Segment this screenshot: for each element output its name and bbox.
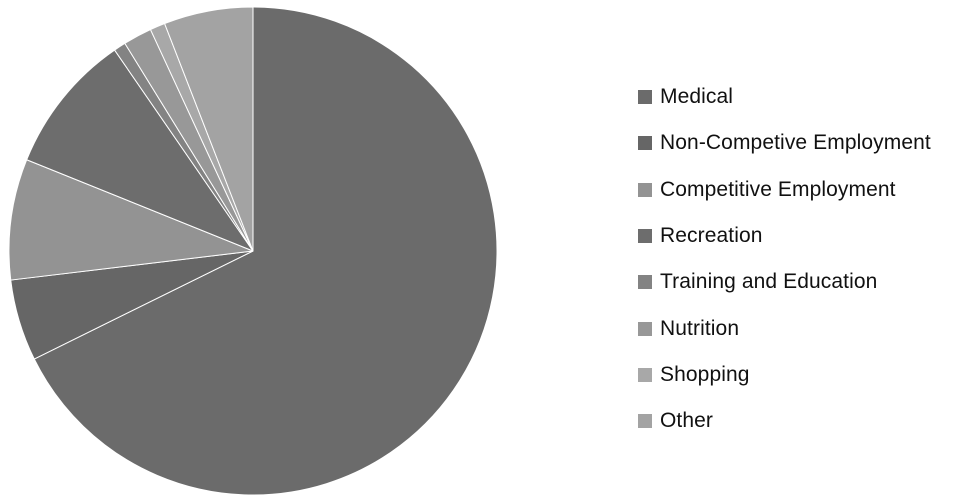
legend-label: Recreation <box>660 224 763 248</box>
legend-swatch <box>638 136 652 151</box>
legend-item-nutrition: Nutrition <box>638 305 964 351</box>
legend-swatch <box>638 367 652 382</box>
legend: Medical Non-Competive Employment Competi… <box>638 74 964 444</box>
legend-label: Shopping <box>660 362 750 386</box>
legend-item-non-competive-employment: Non-Competive Employment <box>638 120 964 166</box>
legend-item-medical: Medical <box>638 74 964 120</box>
legend-item-training-and-education: Training and Education <box>638 259 964 305</box>
pie-slice-recreation <box>26 49 254 252</box>
legend-swatch <box>638 182 652 197</box>
legend-item-shopping: Shopping <box>638 352 964 398</box>
legend-swatch <box>638 90 652 105</box>
legend-label: Other <box>660 409 714 433</box>
legend-swatch <box>638 229 652 244</box>
pie-slice-other <box>164 6 254 252</box>
legend-label: Nutrition <box>660 316 740 340</box>
pie-slice-medical <box>33 6 498 496</box>
legend-item-competitive-employment: Competitive Employment <box>638 167 964 213</box>
legend-item-recreation: Recreation <box>638 213 964 259</box>
legend-label: Training and Education <box>660 270 878 294</box>
legend-label: Non-Competive Employment <box>660 131 931 155</box>
legend-swatch <box>638 275 652 290</box>
pie-slice-competitive-employment <box>8 159 254 281</box>
legend-swatch <box>638 414 652 429</box>
legend-item-other: Other <box>638 398 964 444</box>
pie-slices <box>8 6 498 496</box>
legend-swatch <box>638 321 652 336</box>
legend-label: Competitive Employment <box>660 177 896 201</box>
legend-label: Medical <box>660 85 734 109</box>
